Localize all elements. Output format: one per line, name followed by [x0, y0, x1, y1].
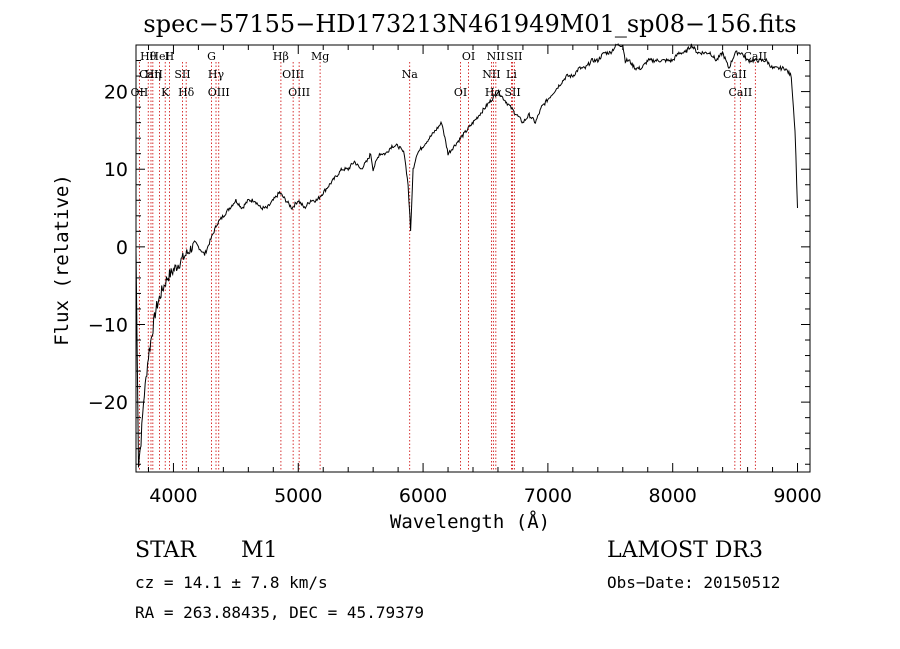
spectral-line-label: Hγ: [208, 68, 225, 81]
spectral-line-label: OIII: [288, 86, 310, 99]
x-tick-label: 8000: [649, 485, 697, 507]
x-tick-label: 4000: [149, 485, 197, 507]
object-subclass: M1: [241, 538, 278, 563]
spectral-line-labels: Hθ CaII OII HeI HηK H SII Hδ G Hγ OIII Hβ OIII OIII Mg…: [131, 50, 768, 99]
spectral-line-label: CaII: [729, 86, 753, 99]
spectral-line-label: Na: [402, 68, 419, 81]
spectral-line-label: Hδ: [178, 86, 195, 99]
y-tick-label: −20: [88, 392, 128, 414]
spectral-line-label: CaII: [139, 68, 163, 81]
spectral-line-label: Hθ: [140, 50, 157, 63]
x-tick-label: 5000: [274, 485, 322, 507]
plot-frame: [135, 44, 811, 473]
x-axis-ticks: 4000 5000 6000 7000 8000 9000: [147, 45, 822, 507]
observation-date: Obs−Date: 20150512: [607, 573, 781, 592]
y-axis-label: Flux (relative): [51, 174, 73, 346]
spectrum-chart: spec−57155−HD173213N461949M01_sp08−156.f…: [51, 10, 822, 533]
y-tick-label: 10: [104, 159, 128, 181]
spectral-line-label: OII: [131, 86, 149, 99]
spectral-line-label: Hη: [145, 68, 161, 81]
spectral-line-label: Hα: [485, 86, 503, 99]
spectral-line-label: NII: [487, 50, 505, 63]
spectral-line-label: Mg: [311, 50, 329, 63]
spectral-line-label: OIII: [208, 86, 230, 99]
x-axis-label: Wavelength (Å): [390, 510, 550, 533]
spectral-line-label: OI: [454, 86, 467, 99]
y-tick-label: 20: [104, 82, 128, 104]
x-tick-label: 7000: [524, 485, 572, 507]
y-axis-ticks: −20 −10 0 10 20: [88, 44, 810, 465]
spectral-line-label: CaII: [723, 68, 747, 81]
x-tick-label: 9000: [773, 485, 821, 507]
coordinates-readout: RA = 263.88435, DEC = 45.79379: [135, 603, 424, 622]
spectral-line-label: K: [161, 86, 170, 99]
spectral-line-markers: [138, 62, 756, 472]
spectral-line-label: H: [165, 50, 175, 63]
redshift-readout: cz = 14.1 ± 7.8 km/s: [135, 573, 328, 592]
spectral-line-label: OIII: [282, 68, 304, 81]
spectral-line-label: SII: [504, 86, 520, 99]
spectral-line-label: NII: [482, 68, 500, 81]
x-tick-label: 6000: [399, 485, 447, 507]
survey-name: LAMOST DR3: [607, 538, 763, 563]
spectral-line-label: SII: [174, 68, 190, 81]
spectral-line-label: OI: [462, 50, 475, 63]
spectral-line-label: HeI: [149, 50, 169, 63]
y-tick-label: 0: [116, 237, 128, 259]
spectral-line-label: Hβ: [273, 50, 289, 63]
spectral-line-label: Li: [506, 68, 517, 81]
object-class: STAR: [135, 538, 196, 563]
spectral-line-label: SII: [506, 50, 522, 63]
spectrum-line: [135, 43, 798, 468]
y-tick-label: −10: [88, 314, 128, 336]
chart-title: spec−57155−HD173213N461949M01_sp08−156.f…: [143, 10, 796, 38]
spectral-line-label: G: [207, 50, 216, 63]
